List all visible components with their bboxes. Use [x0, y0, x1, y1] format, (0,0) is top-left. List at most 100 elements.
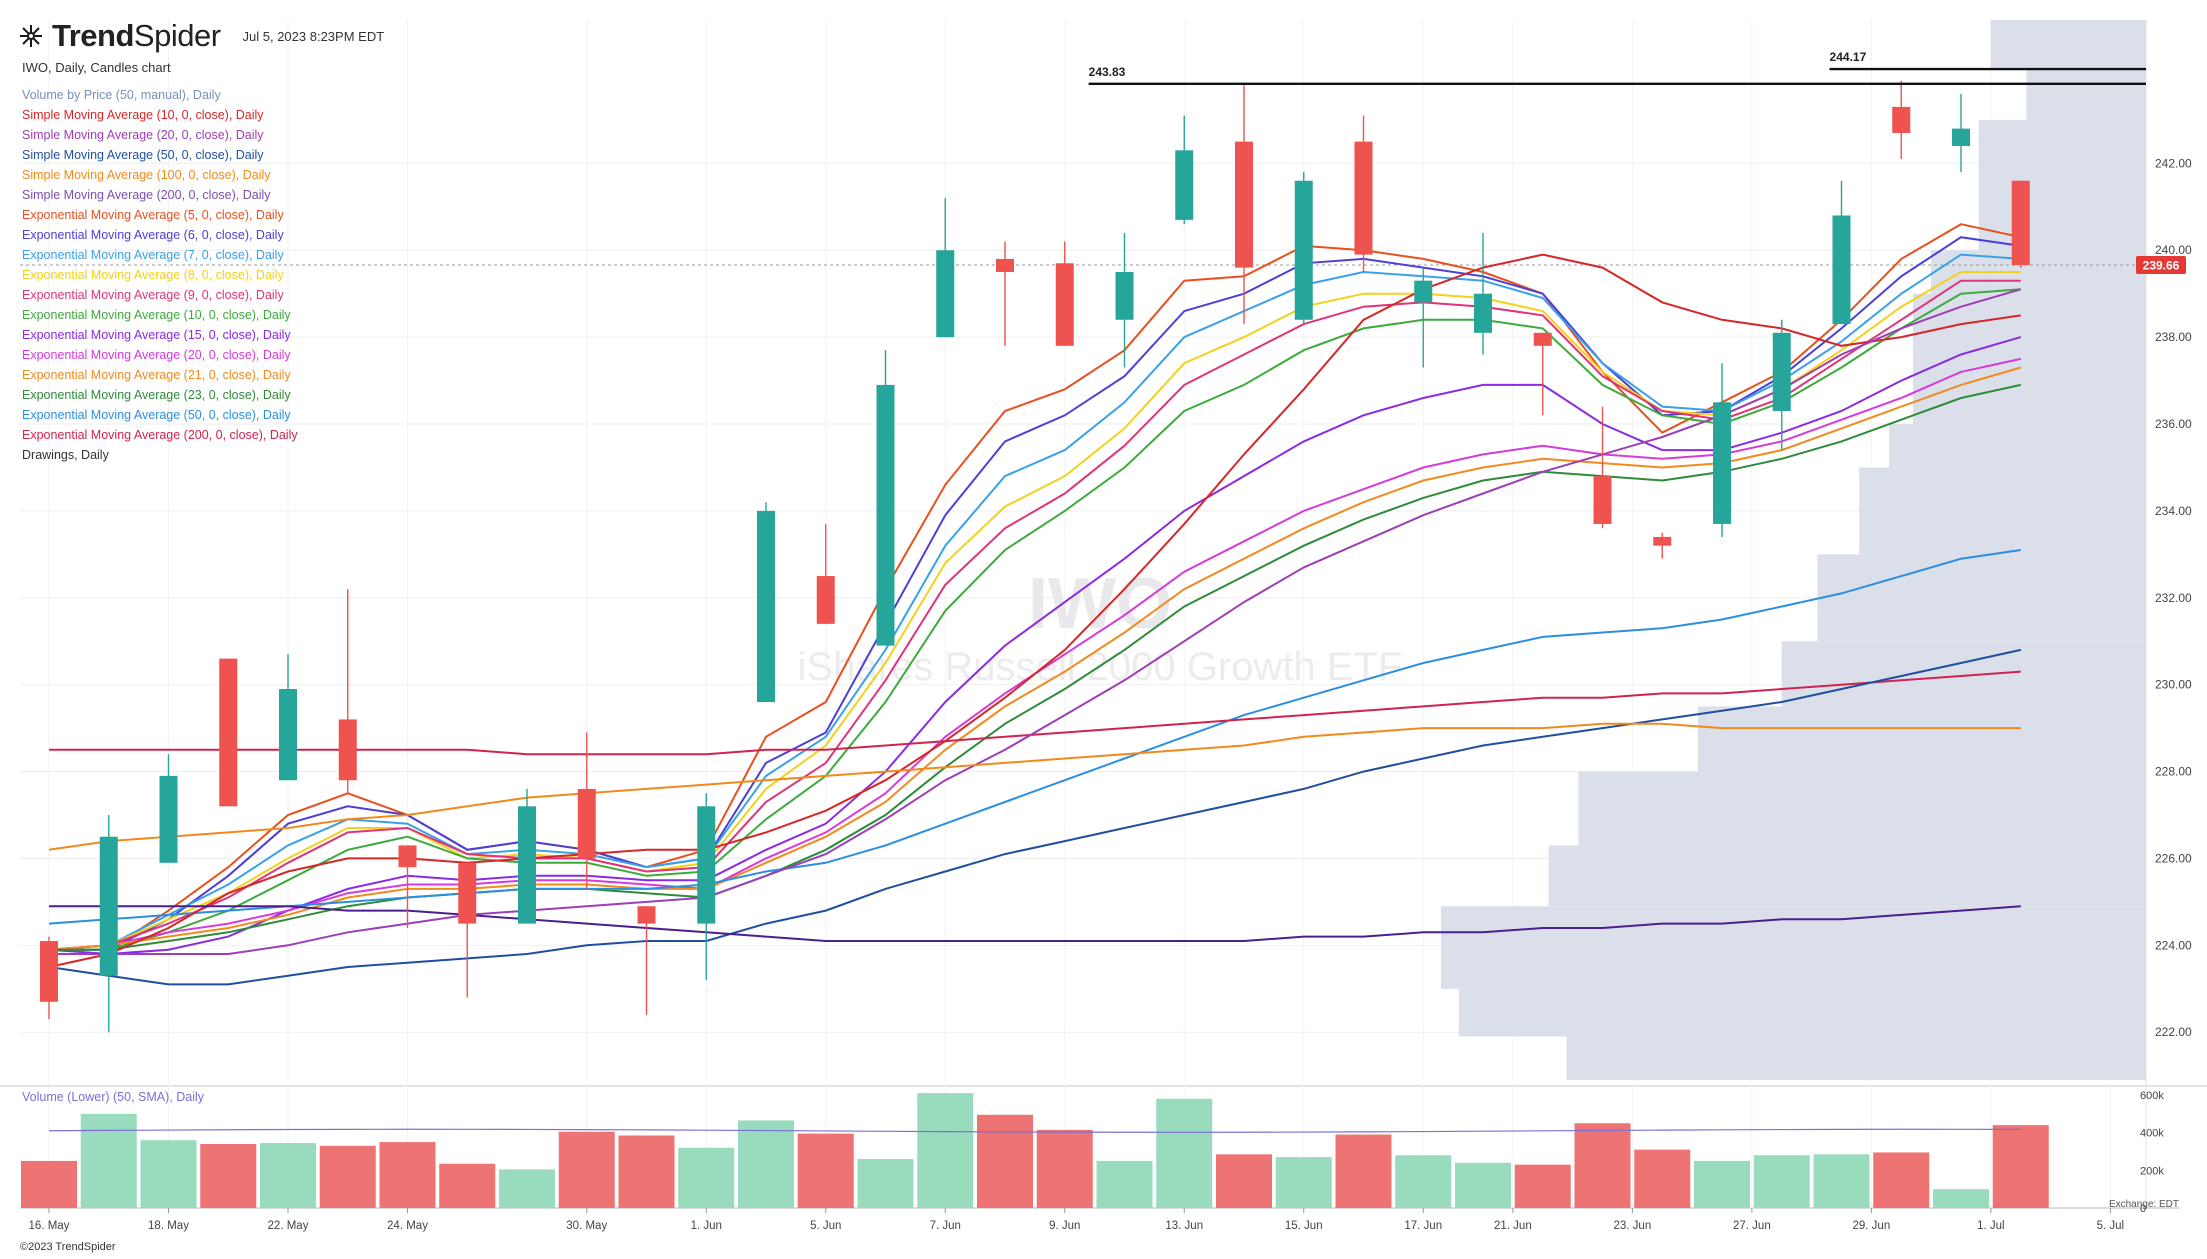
candle-body [936, 250, 955, 338]
volume-bar [1634, 1149, 1691, 1208]
footer-copyright: ©2023 TrendSpider [20, 1241, 116, 1253]
candle-body [1175, 150, 1194, 220]
horizontal-level-label: 244.17 [1830, 50, 1867, 64]
last-price-tag [2136, 256, 2186, 275]
volume-bar [1873, 1152, 1930, 1208]
volume-bar [260, 1143, 316, 1208]
candle-body [1235, 141, 1253, 268]
volume-bar [1156, 1098, 1213, 1208]
volume-bar [1395, 1155, 1452, 1208]
volume-bar [797, 1133, 854, 1208]
candle-body [816, 576, 835, 624]
indicator-legend-item[interactable]: Exponential Moving Average (15, 0, close… [22, 328, 291, 342]
indicator-legend-item[interactable]: Exponential Moving Average (23, 0, close… [22, 388, 291, 402]
candle-body [876, 384, 895, 646]
indicator-legend-item[interactable]: Exponential Moving Average (8, 0, close)… [22, 268, 284, 282]
time-tick-label: 15. Jun [1285, 1220, 1323, 1232]
volume-by-price-bar [1458, 988, 2146, 1037]
indicator-legend-item[interactable]: Simple Moving Average (10, 0, close), Da… [22, 108, 264, 122]
moving-average-line [49, 223, 2022, 951]
volume-bar [21, 1160, 77, 1208]
indicator-legend-item[interactable]: Exponential Moving Average (6, 0, close)… [22, 228, 284, 242]
time-tick-label: 30. May [566, 1220, 607, 1232]
candle-body [637, 906, 656, 924]
time-tick-label: 18. May [148, 1220, 189, 1232]
moving-average-line [48, 271, 2021, 951]
volume-bar [1992, 1125, 2049, 1208]
volume-bar [1753, 1155, 1810, 1208]
candle-body [279, 689, 297, 781]
moving-average-line [48, 336, 2022, 956]
price-tick-label: 232.00 [2155, 591, 2192, 605]
candle-body [1294, 180, 1313, 320]
volume-bar [917, 1093, 974, 1208]
volume-bar [857, 1159, 914, 1208]
price-tick-label: 238.00 [2155, 330, 2192, 344]
indicator-legend-item[interactable]: Exponential Moving Average (7, 0, close)… [22, 248, 284, 262]
candle-body [99, 836, 118, 976]
indicator-legend-item[interactable]: Simple Moving Average (50, 0, close), Da… [22, 148, 264, 162]
moving-average-line [48, 366, 2022, 951]
moving-average-line [49, 383, 2022, 951]
indicator-legend-item[interactable]: Simple Moving Average (20, 0, close), Da… [22, 128, 264, 142]
volume-pane-label: Volume (Lower) (50, SMA), Daily [22, 1090, 205, 1104]
volume-bar [200, 1143, 257, 1208]
moving-average-line [48, 722, 2021, 851]
candle-body [2011, 180, 2030, 266]
volume-by-price-bar [1697, 706, 2146, 772]
candle-body [1832, 215, 1851, 325]
indicator-legend-item[interactable]: Drawings, Daily [22, 448, 109, 462]
indicator-legend-item[interactable]: Exponential Moving Average (50, 0, close… [22, 408, 291, 422]
volume-by-price-bar [1781, 641, 2146, 707]
candle-body [1593, 476, 1612, 524]
volume-bar [558, 1131, 615, 1208]
indicator-legend-item[interactable]: Exponential Moving Average (200, 0, clos… [22, 428, 298, 442]
horizontal-level-label: 243.83 [1089, 65, 1126, 79]
price-tick-label: 234.00 [2155, 504, 2192, 518]
time-tick-label: 16. May [29, 1220, 70, 1232]
time-tick-label: 5. Jul [2097, 1220, 2125, 1232]
volume-bar [1216, 1154, 1272, 1208]
volume-tick-label: 200k [2140, 1165, 2164, 1177]
brand-header: TrendSpider Jul 5, 2023 8:23PM EDT [18, 18, 384, 54]
volume-sma-line [48, 1128, 2021, 1133]
price-tick-label: 226.00 [2155, 851, 2192, 865]
candle-body [219, 658, 238, 807]
indicator-legend-item[interactable]: Exponential Moving Average (10, 0, close… [22, 308, 291, 322]
price-tick-label: 230.00 [2155, 678, 2192, 692]
volume-bar [319, 1145, 376, 1208]
time-tick-label: 21. Jun [1494, 1220, 1532, 1232]
indicator-legend-item[interactable]: Exponential Moving Average (21, 0, close… [22, 368, 291, 382]
time-tick-label: 22. May [268, 1220, 309, 1232]
volume-by-price-bar [1889, 424, 2146, 468]
time-tick-label: 5. Jun [810, 1220, 841, 1232]
candle-body [1414, 280, 1433, 303]
candle-body [1653, 536, 1672, 546]
candle-body [338, 719, 357, 781]
volume-bar [618, 1135, 675, 1208]
volume-by-price-bar [1912, 293, 2146, 425]
volume-by-price-bar [1548, 845, 2146, 907]
time-tick-label: 9. Jun [1049, 1220, 1080, 1232]
time-tick-label: 24. May [387, 1220, 428, 1232]
volume-by-price-bar [1978, 119, 2146, 251]
candle-body [577, 788, 596, 859]
indicator-legend-item[interactable]: Simple Moving Average (100, 0, close), D… [22, 168, 271, 182]
indicator-legend-item[interactable]: Volume by Price (50, manual), Daily [22, 88, 221, 102]
indicator-legend-item[interactable]: Exponential Moving Average (5, 0, close)… [22, 208, 284, 222]
indicator-legend-item[interactable]: Simple Moving Average (200, 0, close), D… [22, 188, 271, 202]
volume-bar [678, 1147, 735, 1208]
candle-body [398, 845, 417, 868]
indicator-legend-item[interactable]: Exponential Moving Average (20, 0, close… [22, 348, 291, 362]
time-tick-label: 29. Jun [1853, 1220, 1891, 1232]
moving-average-line [48, 549, 2021, 925]
indicator-legend-item[interactable]: Exponential Moving Average (9, 0, close)… [22, 288, 284, 302]
moving-average-line [49, 288, 2022, 955]
candle-body [1354, 141, 1373, 255]
candle-body [1952, 128, 1970, 146]
moving-average-line [49, 905, 2021, 942]
volume-bar [977, 1114, 1033, 1208]
moving-average-line [48, 279, 2021, 951]
